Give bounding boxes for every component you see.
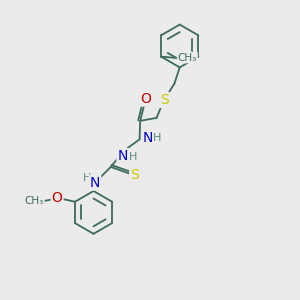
Text: CH₃: CH₃ [25,196,44,206]
Text: S: S [160,93,169,107]
Text: N: N [90,176,100,190]
Text: N: N [143,131,153,145]
Text: N: N [118,149,128,163]
Text: H: H [83,172,91,183]
Text: H: H [153,133,162,143]
Text: O: O [52,190,63,205]
Text: H: H [129,152,137,162]
Text: S: S [130,168,139,182]
Text: CH₃: CH₃ [178,52,197,63]
Text: O: O [140,92,151,106]
